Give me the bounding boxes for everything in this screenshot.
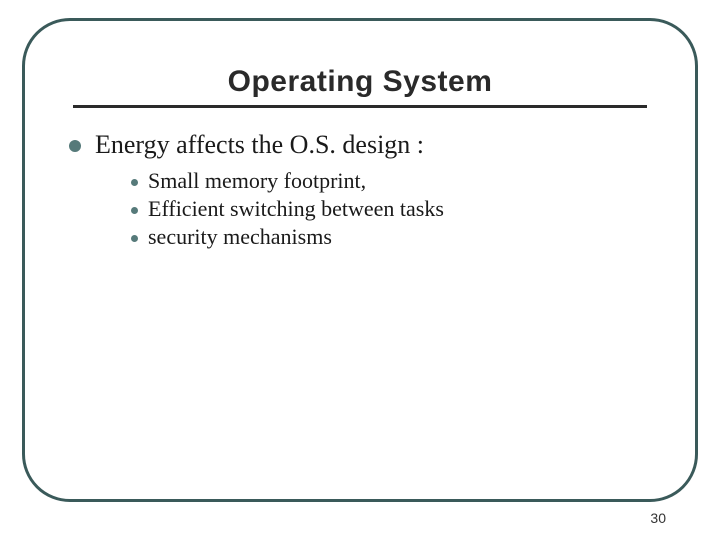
sub-bullet-text: security mechanisms [148, 224, 332, 250]
circle-bullet-icon [69, 140, 81, 152]
sub-bullet-item: security mechanisms [131, 224, 651, 250]
sub-bullet-text: Small memory footprint, [148, 168, 366, 194]
slide-content: Energy affects the O.S. design : Small m… [69, 130, 651, 250]
title-underline [73, 105, 647, 108]
sub-bullet-item: Small memory footprint, [131, 168, 651, 194]
sub-bullet-text: Efficient switching between tasks [148, 196, 444, 222]
sub-bullet-item: Efficient switching between tasks [131, 196, 651, 222]
title-wrap: Operating System [25, 65, 695, 99]
main-bullet-item: Energy affects the O.S. design : [69, 130, 651, 160]
slide-frame: Operating System Energy affects the O.S.… [22, 18, 698, 502]
dot-bullet-icon [131, 207, 138, 214]
dot-bullet-icon [131, 235, 138, 242]
slide-title: Operating System [228, 65, 493, 99]
main-bullet-text: Energy affects the O.S. design : [95, 130, 424, 160]
sub-bullet-list: Small memory footprint, Efficient switch… [131, 168, 651, 250]
page-number: 30 [650, 510, 666, 526]
dot-bullet-icon [131, 179, 138, 186]
